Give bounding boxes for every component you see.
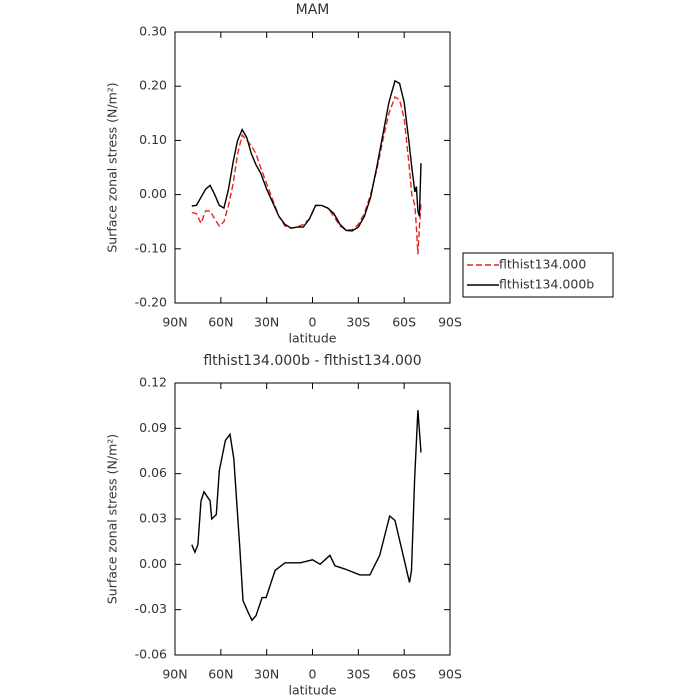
legend-label: flthist134.000 [499,257,586,272]
chart-title: flthist134.000b - flthist134.000 [203,353,421,369]
y-tick-label: 0.03 [139,511,167,526]
y-tick-label: 0.09 [139,420,167,435]
data-line [191,95,422,255]
y-tick-label: -0.20 [135,295,167,310]
y-tick-label: 0.12 [139,375,167,390]
y-tick-label: 0.00 [139,556,167,571]
y-tick-label: -0.10 [135,240,167,255]
y-tick-label: 0.06 [139,465,167,480]
y-tick-label: -0.06 [135,647,167,662]
y-axis-label: Surface zonal stress (N/m²) [105,82,120,252]
x-tick-label: 30S [346,315,370,330]
data-line [191,410,422,622]
data-line [191,79,422,232]
x-axis-label: latitude [289,331,337,346]
y-axis-label: Surface zonal stress (N/m²) [105,434,120,604]
x-tick-label: 60S [392,315,416,330]
legend-box [462,252,614,298]
x-tick-label: 30N [254,667,279,682]
y-tick-label: 0.30 [139,24,167,39]
y-tick-label: 0.10 [139,132,167,147]
y-tick-label: 0.00 [139,186,167,201]
x-tick-label: 30N [254,315,279,330]
x-tick-label: 60N [208,315,233,330]
x-tick-label: 90S [438,667,462,682]
chart-title: MAM [296,2,330,18]
x-tick-label: 90S [438,315,462,330]
x-tick-label: 30S [346,667,370,682]
x-tick-label: 60S [392,667,416,682]
x-tick-label: 0 [309,667,317,682]
x-tick-label: 90N [162,315,187,330]
y-tick-label: 0.20 [139,78,167,93]
x-tick-label: 90N [162,667,187,682]
x-tick-label: 0 [309,315,317,330]
plot-frame [174,382,451,656]
legend-label: flthist134.000b [499,277,594,292]
x-axis-label: latitude [289,683,337,698]
y-tick-label: -0.03 [135,601,167,616]
x-tick-label: 60N [208,667,233,682]
